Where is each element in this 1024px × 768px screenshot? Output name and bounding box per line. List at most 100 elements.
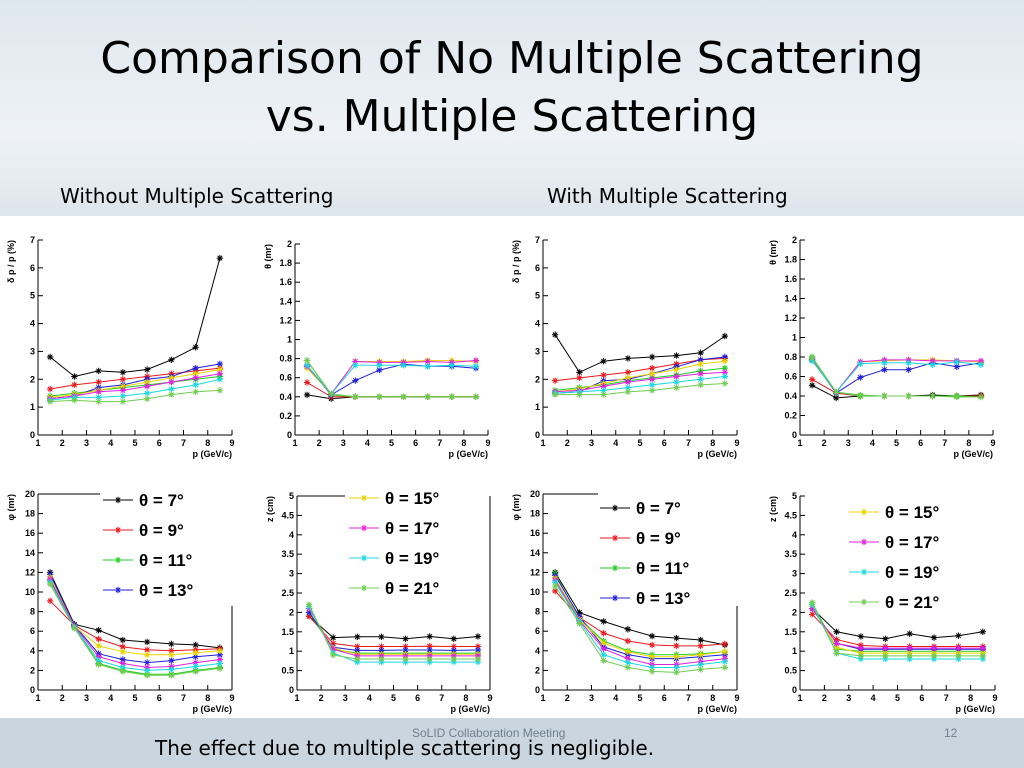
data-point <box>624 384 632 391</box>
data-point <box>143 383 151 390</box>
chart-d: 0 0.2 0.4 0.6 0.8 1 1.2 1.4 1.6 1.8 2 1 2 3 4 5 6 7 8 9p (G… <box>768 235 996 459</box>
x-tick-label: 2 <box>319 693 324 703</box>
y-axis-label: θ (mr) <box>263 244 273 269</box>
data-point <box>857 391 864 399</box>
x-tick-label: 4 <box>613 693 618 703</box>
data-point <box>46 580 54 588</box>
data-point <box>424 363 431 370</box>
data-point <box>697 651 704 658</box>
x-axis-label: p (GeV/c) <box>697 449 737 459</box>
x-tick-label: 4 <box>613 438 618 448</box>
data-point <box>833 628 840 635</box>
data-point <box>808 376 816 383</box>
data-point <box>474 646 482 654</box>
data-point <box>71 373 78 380</box>
data-point <box>216 387 224 394</box>
data-point <box>832 394 840 402</box>
series-line <box>555 367 725 391</box>
data-point <box>624 637 632 645</box>
conclusion-note: The effect due to multiple scattering is… <box>155 736 655 760</box>
data-point <box>352 358 359 365</box>
data-point <box>450 643 458 650</box>
data-point <box>930 652 938 660</box>
data-point <box>354 643 361 650</box>
x-tick-label: 7 <box>437 438 442 448</box>
legend: θ = 7° θ = 9° θ = 11° θ = 13° <box>103 491 193 600</box>
data-point <box>143 638 151 646</box>
data-point <box>474 655 482 663</box>
y-axis-label: φ (mr) <box>6 494 16 520</box>
y-tick-label: 0 <box>535 430 540 440</box>
x-tick-label: 5 <box>132 693 137 703</box>
data-point <box>143 366 151 373</box>
x-tick-label: 7 <box>686 693 691 703</box>
slide-title: Comparison of No Multiple Scattering vs.… <box>0 30 1024 146</box>
legend-label: θ = 9° <box>139 521 184 540</box>
x-axis-label: p (GeV/c) <box>697 704 737 714</box>
y-tick-label: 2 <box>792 235 797 245</box>
x-tick-label: 3 <box>846 438 851 448</box>
data-point <box>673 373 680 380</box>
data-point <box>216 360 224 368</box>
data-point <box>600 639 607 647</box>
legend-label: θ = 13° <box>139 581 193 600</box>
legend-marker <box>360 554 368 562</box>
data-point <box>95 657 102 664</box>
data-point <box>808 382 816 389</box>
x-tick-label: 6 <box>157 693 162 703</box>
data-point <box>906 652 913 660</box>
series-line <box>554 590 725 647</box>
series-line <box>811 613 983 647</box>
data-point <box>955 652 962 660</box>
series-line <box>308 615 478 647</box>
y-tick-label: 4.5 <box>784 510 797 520</box>
data-point <box>216 665 224 672</box>
x-tick-label: 3 <box>84 438 89 448</box>
y-tick-label: 4 <box>30 646 35 656</box>
y-axis-label: θ (mr) <box>768 240 778 265</box>
data-point <box>143 390 151 397</box>
data-point <box>426 642 433 650</box>
data-point <box>192 668 199 675</box>
series-line <box>49 572 220 649</box>
y-tick-label: 18 <box>530 509 540 519</box>
y-tick-label: 8 <box>535 607 540 617</box>
data-point <box>576 620 583 627</box>
data-point <box>119 387 127 394</box>
data-point <box>624 355 632 362</box>
y-tick-label: 0 <box>535 685 540 695</box>
legend-marker <box>611 534 619 542</box>
data-point <box>450 635 458 642</box>
series-line <box>49 600 220 652</box>
data-point <box>857 360 864 368</box>
data-point <box>192 653 199 660</box>
data-point <box>119 656 127 663</box>
legend-label: θ = 21° <box>385 579 439 598</box>
series-line <box>554 334 726 373</box>
data-point <box>808 605 816 612</box>
data-point <box>697 376 704 383</box>
y-tick-label: 16 <box>530 528 540 538</box>
x-tick-label: 8 <box>966 438 971 448</box>
y-tick-label: 7 <box>30 235 35 245</box>
data-point <box>192 370 199 377</box>
data-point <box>857 633 865 640</box>
x-tick-label: 9 <box>734 693 739 703</box>
data-point <box>192 641 199 649</box>
data-point <box>352 377 359 384</box>
x-tick-label: 2 <box>60 438 65 448</box>
data-point <box>119 636 127 644</box>
data-point <box>216 366 224 373</box>
series-line <box>49 579 220 669</box>
y-tick-label: 16 <box>25 528 35 538</box>
legend-marker <box>114 526 122 534</box>
legend-marker <box>860 568 868 576</box>
y-tick-label: 6 <box>535 626 540 636</box>
legend-marker <box>114 556 122 564</box>
series-line <box>555 383 725 396</box>
data-point <box>168 374 175 382</box>
legend-label: θ = 19° <box>385 549 439 568</box>
data-point <box>600 618 607 625</box>
data-point <box>216 656 224 663</box>
y-tick-label: 1.2 <box>784 313 797 323</box>
